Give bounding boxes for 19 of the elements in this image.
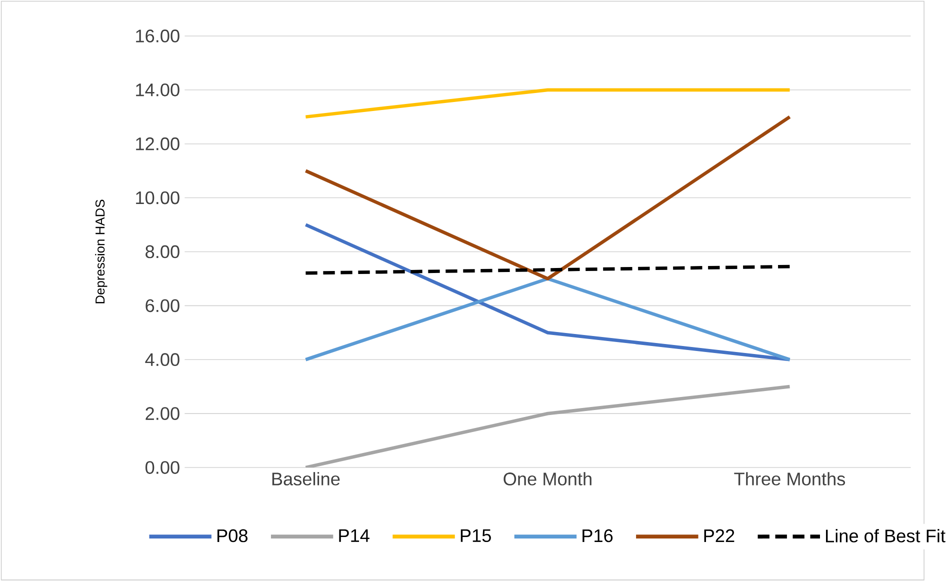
legend-label: P08 xyxy=(217,529,248,542)
y-tick-label: 0.00 xyxy=(146,460,180,474)
y-axis-title: Depression HADS xyxy=(95,200,108,304)
x-tick-label: One Month xyxy=(504,472,592,486)
y-tick-label: 6.00 xyxy=(146,299,180,312)
y-tick-label: 16.00 xyxy=(136,29,180,42)
y-tick-label: 14.00 xyxy=(136,83,180,96)
y-tick-label: 10.00 xyxy=(136,191,180,204)
x-tick-label: Three Months xyxy=(734,472,846,486)
x-tick-label: Baseline xyxy=(272,472,340,486)
legend-label: P14 xyxy=(339,529,370,542)
y-tick-label: 12.00 xyxy=(136,137,180,150)
legend-label: P15 xyxy=(460,529,491,542)
legend-label: P22 xyxy=(704,529,734,542)
legend-label: Line of Best Fit xyxy=(826,528,946,542)
y-tick-label: 8.00 xyxy=(146,245,180,258)
legend-label: P16 xyxy=(582,529,613,542)
y-tick-label: 2.00 xyxy=(146,407,180,420)
y-tick-label: 4.00 xyxy=(145,353,180,366)
